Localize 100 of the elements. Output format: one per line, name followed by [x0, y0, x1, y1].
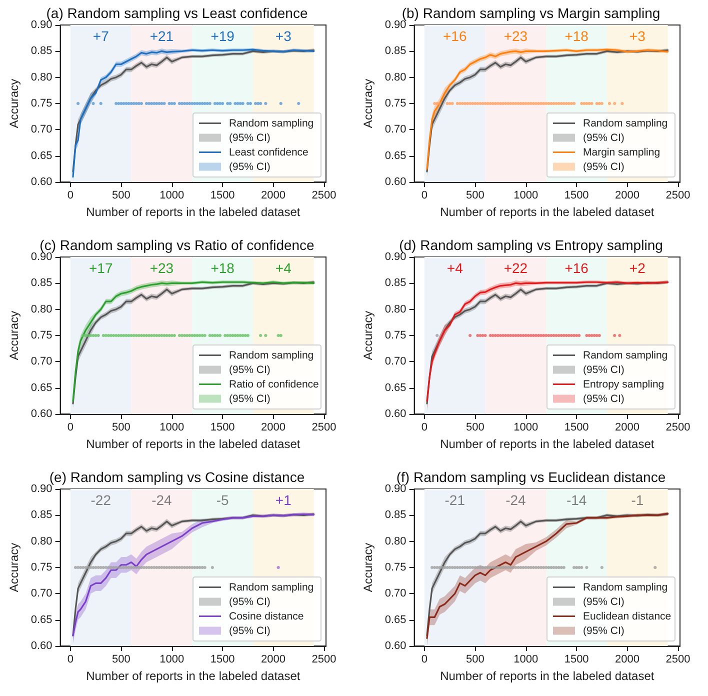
band-label: -24 [506, 492, 526, 508]
band-label: -1 [631, 492, 644, 508]
chart-title: (d) Random sampling vs Entropy sampling [399, 237, 663, 253]
legend-label: Random sampling [229, 349, 314, 362]
y-tick-label: 0.90 [384, 483, 406, 495]
legend-label: Cosine distance [229, 610, 304, 622]
y-axis-title: Accuracy [361, 78, 375, 128]
band-label: +19 [210, 28, 235, 44]
annotation: (95% CI) [583, 624, 624, 637]
x-tick-label: 2500 [666, 190, 690, 202]
legend-label: Random sampling [583, 117, 668, 130]
x-tick-label: 1500 [564, 422, 589, 434]
band-label: -5 [216, 492, 229, 508]
y-tick-label: 0.90 [30, 19, 52, 31]
y-axis-title: Accuracy [361, 542, 375, 592]
x-tick-label: 0 [67, 422, 74, 434]
y-tick-label: 0.90 [384, 19, 406, 31]
band-label: +23 [504, 28, 528, 44]
y-tick-label: 0.75 [30, 98, 52, 110]
y-tick-label: 0.60 [30, 408, 52, 420]
y-tick-label: 0.85 [384, 277, 406, 290]
y-axis-title: Accuracy [7, 78, 21, 128]
chart-title: (e) Random sampling vs Cosine distance [49, 469, 305, 485]
x-tick-label: 500 [466, 422, 484, 434]
band-label: -21 [444, 492, 466, 508]
annotation: (95% CI) [583, 160, 624, 173]
y-tick-label: 0.65 [384, 382, 406, 394]
x-tick-label: 2000 [261, 654, 286, 666]
y-tick-label: 0.65 [384, 150, 406, 162]
y-tick-label: 0.60 [30, 640, 52, 652]
annotation: (95% CI) [229, 160, 270, 173]
x-tick-label: 2000 [615, 654, 640, 666]
x-tick-label: 500 [112, 190, 130, 202]
y-tick-label: 0.65 [30, 614, 52, 626]
y-tick-label: 0.90 [30, 251, 52, 263]
y-tick-label: 0.90 [30, 483, 52, 495]
x-tick-label: 0 [421, 422, 428, 434]
band-label: +18 [564, 28, 589, 44]
x-tick-label: 2000 [261, 190, 286, 202]
y-tick-label: 0.70 [30, 356, 52, 368]
band-label: +3 [275, 28, 292, 44]
y-tick-label: 0.75 [384, 98, 406, 110]
y-tick-label: 0.70 [384, 124, 406, 136]
band-label: +22 [504, 260, 528, 276]
band-label: +16 [564, 260, 589, 276]
x-axis-title: Number of reports in the labeled dataset [86, 668, 301, 683]
y-tick-label: 0.65 [384, 614, 406, 626]
x-tick-label: 1000 [160, 190, 184, 202]
x-tick-label: 1500 [210, 422, 235, 434]
x-tick-label: 2000 [261, 422, 286, 434]
y-tick-label: 0.60 [30, 176, 52, 188]
band-label: +21 [150, 28, 174, 44]
y-axis-title: Accuracy [7, 310, 21, 360]
band-label: +1 [275, 492, 292, 508]
y-tick-label: 0.75 [30, 562, 52, 574]
band-label: +23 [150, 260, 174, 276]
y-tick-label: 0.70 [384, 356, 406, 368]
x-tick-label: 1500 [210, 190, 235, 202]
x-tick-label: 1000 [514, 422, 538, 434]
x-tick-label: 1000 [514, 654, 538, 666]
y-tick-label: 0.65 [30, 382, 52, 394]
x-tick-label: 0 [421, 190, 428, 202]
x-tick-label: 2000 [615, 422, 640, 434]
x-tick-label: 2500 [666, 422, 690, 434]
x-axis-title: Number of reports in the labeled dataset [86, 204, 301, 219]
chart-title: (f) Random sampling vs Euclidean distance [396, 469, 666, 485]
band-label: +16 [443, 28, 467, 44]
y-tick-label: 0.80 [384, 535, 406, 548]
x-tick-label: 0 [67, 654, 74, 666]
legend-label: Euclidean distance [583, 610, 672, 622]
chart-title: (b) Random sampling vs Margin sampling [402, 5, 660, 21]
band-label: +2 [629, 260, 646, 276]
y-tick-label: 0.85 [30, 45, 52, 58]
y-tick-label: 0.90 [384, 251, 406, 263]
annotation: (95% CI) [583, 392, 624, 405]
x-tick-label: 0 [421, 654, 428, 666]
x-tick-label: 2500 [312, 190, 336, 202]
y-tick-label: 0.80 [30, 71, 52, 84]
y-tick-label: 0.60 [384, 408, 406, 420]
y-tick-label: 0.80 [384, 303, 406, 316]
x-tick-label: 1000 [160, 422, 184, 434]
chart-title: (a) Random sampling vs Least confidence [46, 5, 308, 21]
band-label: +3 [629, 28, 646, 44]
band-label: -24 [152, 492, 172, 508]
x-tick-label: 500 [112, 654, 130, 666]
x-tick-label: 1500 [210, 654, 235, 666]
y-tick-label: 0.85 [30, 277, 52, 290]
legend-label: Random sampling [229, 581, 314, 594]
x-tick-label: 2500 [312, 654, 336, 666]
annotation: (95% CI) [229, 132, 270, 144]
band-label: -22 [90, 492, 112, 508]
annotation: (95% CI) [583, 364, 624, 376]
legend-label: Entropy sampling [583, 378, 664, 390]
band-label: -14 [566, 492, 587, 508]
y-axis-title: Accuracy [361, 310, 375, 360]
y-tick-label: 0.75 [30, 330, 52, 342]
annotation: (95% CI) [229, 624, 270, 637]
x-tick-label: 1000 [514, 190, 538, 202]
band-label: +4 [275, 260, 292, 276]
y-tick-label: 0.70 [30, 124, 52, 136]
